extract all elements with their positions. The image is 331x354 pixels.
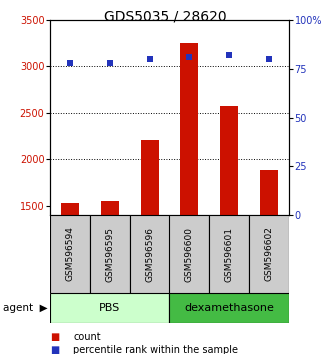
Text: GSM596596: GSM596596 xyxy=(145,227,154,281)
Bar xyxy=(130,215,169,293)
Text: GSM596595: GSM596595 xyxy=(105,227,114,281)
Bar xyxy=(209,215,249,293)
Bar xyxy=(50,215,90,293)
Bar xyxy=(260,170,278,345)
Point xyxy=(227,52,232,58)
Point xyxy=(187,54,192,60)
Text: GSM596594: GSM596594 xyxy=(66,227,74,281)
Bar xyxy=(249,215,289,293)
Bar xyxy=(50,293,169,323)
Text: ■: ■ xyxy=(50,345,59,354)
Text: GSM596600: GSM596600 xyxy=(185,227,194,281)
Bar xyxy=(90,215,130,293)
Point xyxy=(67,60,72,66)
Text: GSM596602: GSM596602 xyxy=(264,227,274,281)
Text: PBS: PBS xyxy=(99,303,120,313)
Bar xyxy=(141,140,159,345)
Text: dexamethasone: dexamethasone xyxy=(184,303,274,313)
Text: GSM596601: GSM596601 xyxy=(225,227,234,281)
Bar xyxy=(180,43,198,345)
Text: agent  ▶: agent ▶ xyxy=(3,303,48,313)
Text: percentile rank within the sample: percentile rank within the sample xyxy=(73,345,238,354)
Text: ■: ■ xyxy=(50,332,59,342)
Point xyxy=(107,60,113,66)
Bar xyxy=(169,215,209,293)
Bar xyxy=(220,106,238,345)
Point xyxy=(266,56,272,62)
Point xyxy=(147,56,152,62)
Text: GDS5035 / 28620: GDS5035 / 28620 xyxy=(104,10,227,24)
Bar xyxy=(101,201,119,345)
Bar xyxy=(61,203,79,345)
Bar xyxy=(169,293,289,323)
Text: count: count xyxy=(73,332,101,342)
